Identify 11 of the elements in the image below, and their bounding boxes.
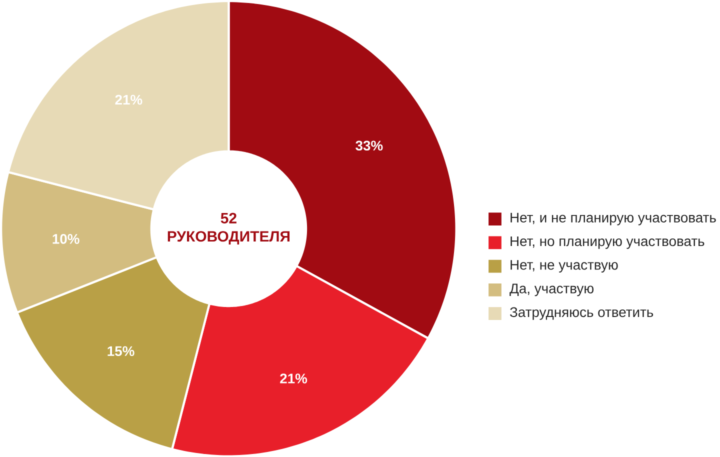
legend-label: Нет, не участвую: [510, 260, 618, 272]
legend-label: Да, участвую: [510, 283, 594, 296]
text: 52 РУКОВОДИТЕЛЯ: [168, 212, 290, 244]
data-label: 10%: [52, 234, 80, 244]
legend-label: Нет, но планирую участвовать: [510, 236, 704, 249]
data-label: 21%: [280, 373, 308, 384]
data-label: 21%: [115, 94, 142, 104]
legend-label: Затрудняюсь ответить: [510, 307, 654, 320]
legend-label: Нет, и не планирую участвовать: [510, 212, 716, 226]
data-label: 15%: [108, 346, 134, 356]
data-label: 33%: [356, 140, 383, 150]
